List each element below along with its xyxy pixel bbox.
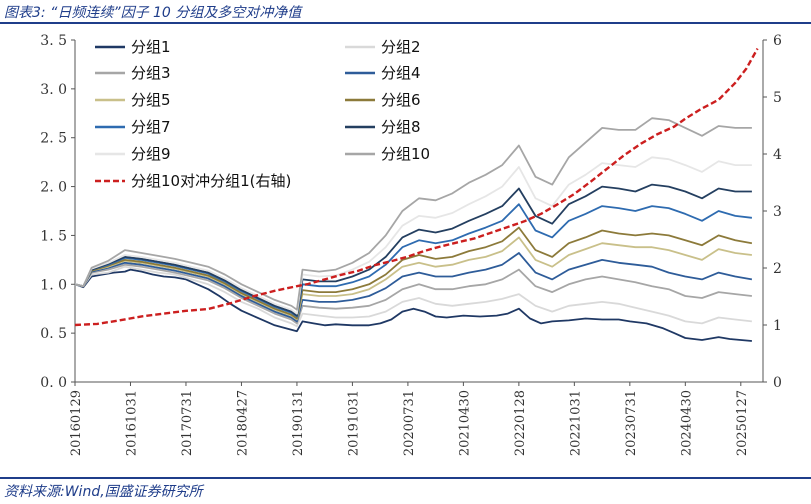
- y-left-tick-label: 2. 0: [40, 180, 67, 196]
- x-tick-label: 20210430: [457, 390, 472, 456]
- legend-label: 分组7: [131, 118, 171, 136]
- y-right-tick-label: 6: [773, 33, 782, 49]
- x-tick-label: 20240430: [679, 390, 694, 456]
- figure-title: 图表3: “日频连续”因子 10 分组及多空对冲净值: [4, 5, 302, 21]
- legend-label: 分组6: [381, 91, 421, 109]
- x-tick-label: 20250127: [735, 390, 750, 456]
- x-tick-label: 20170731: [180, 390, 195, 456]
- series-line-6: [74, 226, 753, 320]
- y-right-tick-label: 4: [773, 147, 782, 163]
- legend-label: 分组5: [131, 91, 171, 109]
- y-left-tick-label: 1. 0: [40, 277, 67, 293]
- legend-label: 分组4: [381, 64, 421, 82]
- x-tick-label: 20230731: [624, 390, 639, 456]
- figure-source: 资料来源:Wind,国盛证券研究所: [4, 484, 203, 500]
- series-line-8: [74, 183, 752, 317]
- series-line-2: [74, 265, 753, 328]
- legend-label: 分组9: [131, 145, 171, 163]
- series-line-11: [74, 48, 759, 327]
- series-line-10: [74, 117, 752, 311]
- x-tick-label: 20191031: [346, 390, 361, 456]
- y-right-tick-label: 5: [773, 90, 782, 106]
- chart-axes: 0. 0 0. 5 1. 0 1. 5 2. 0 2. 5 3. 0 3. 5 0 1 2 3 4 5 6 2…: [40, 33, 782, 456]
- source-rule: [0, 477, 811, 479]
- y-left-tick-label: 2. 5: [40, 131, 67, 147]
- y-left-tick-label: 3. 0: [40, 82, 67, 98]
- x-tick-label: 20200731: [402, 390, 417, 456]
- legend-label: 分组1: [131, 38, 171, 56]
- x-tick-label: 20160129: [69, 390, 84, 456]
- series-line-9: [74, 156, 752, 315]
- series-line-5: [74, 236, 753, 321]
- y-right-tick-label: 0: [773, 375, 782, 391]
- legend-label: 分组8: [381, 118, 421, 136]
- legend-label: 分组3: [131, 64, 171, 82]
- x-tick-label: 20190131: [291, 390, 306, 456]
- x-tick-label: 20221031: [568, 390, 583, 456]
- chart-legend: 分组1 分组2 分组3 分组4 分组5 分组6 分组7 分组8 分组9 分组10 分组10对冲分组1…: [95, 38, 430, 190]
- x-tick-label: 20161031: [124, 390, 139, 456]
- chart-lines: [74, 48, 759, 342]
- legend-label: 分组10: [381, 145, 430, 163]
- series-line-3: [74, 263, 753, 325]
- title-rule: [0, 22, 811, 24]
- x-tick-label: 20180427: [235, 390, 250, 456]
- series-line-4: [74, 252, 753, 323]
- y-right-tick-label: 1: [773, 318, 782, 334]
- legend-label: 分组10对冲分组1(右轴): [131, 172, 291, 190]
- y-left-tick-label: 3. 5: [40, 33, 67, 49]
- series-line-1: [74, 268, 752, 342]
- y-left-tick-label: 0. 5: [40, 326, 67, 342]
- legend-label: 分组2: [381, 38, 421, 56]
- y-left-tick-label: 0. 0: [40, 375, 67, 391]
- y-right-tick-label: 3: [773, 204, 782, 220]
- y-left-tick-label: 1. 5: [40, 228, 67, 244]
- y-right-tick-label: 2: [773, 261, 782, 277]
- series-line-7: [74, 203, 753, 318]
- x-tick-label: 20220128: [513, 390, 528, 456]
